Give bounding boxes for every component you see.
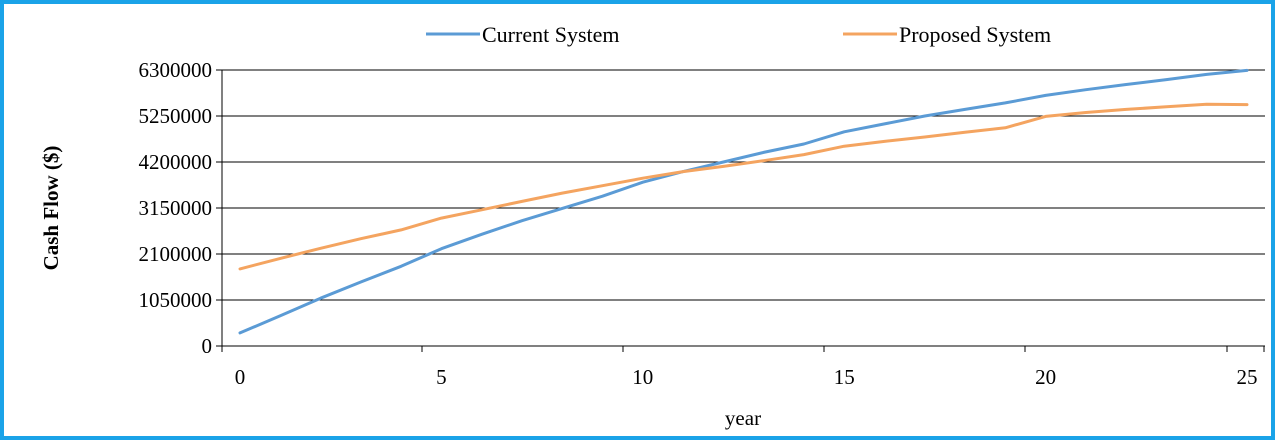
legend: Current System Proposed System <box>426 22 1051 47</box>
x-tick-label: 0 <box>235 365 246 389</box>
x-axis-title: year <box>725 406 761 430</box>
y-tick-label: 0 <box>202 334 213 358</box>
x-tick-label: 25 <box>1237 365 1258 389</box>
series-line <box>238 102 1249 271</box>
y-tick-labels: 0 1050000 2100000 3150000 4200000 5250000 6300… <box>139 58 213 358</box>
x-tick-label: 15 <box>834 365 855 389</box>
y-tick-label: 5250000 <box>139 104 213 128</box>
y-tick-label: 2100000 <box>139 242 213 266</box>
y-tick-label: 3150000 <box>139 196 213 220</box>
x-tick-labels: 0 5 10 15 20 25 <box>235 365 1258 389</box>
series-line <box>238 68 1249 335</box>
y-tick-label: 4200000 <box>139 150 213 174</box>
x-tick-label: 20 <box>1035 365 1056 389</box>
axes <box>216 69 1265 352</box>
y-tick-label: 1050000 <box>139 288 213 312</box>
x-tick-label: 10 <box>632 365 653 389</box>
x-tick-label: 5 <box>436 365 447 389</box>
y-axis-title: Cash Flow ($) <box>39 146 63 271</box>
y-tick-label: 6300000 <box>139 58 213 82</box>
gridlines <box>222 69 1265 301</box>
legend-label: Proposed System <box>899 22 1051 47</box>
legend-label: Current System <box>482 22 620 47</box>
series-lines <box>238 68 1249 335</box>
